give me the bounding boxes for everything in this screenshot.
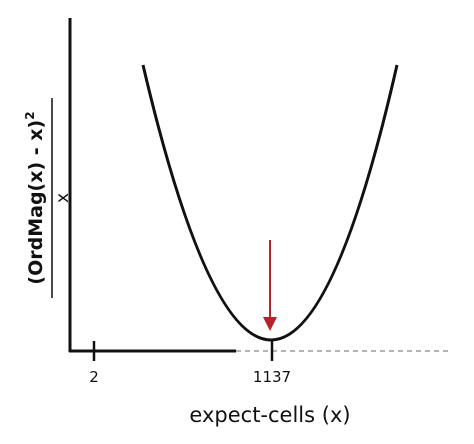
x-tick-label: 2	[89, 368, 99, 386]
x-axis-label: expect-cells (x)	[189, 403, 350, 427]
y-label-denominator: x	[53, 193, 73, 203]
numerator-text: (OrdMag(x) - x)	[25, 120, 47, 285]
y-label-numerator: (OrdMag(x) - x)2	[23, 111, 47, 284]
x-tick-label: 1137	[253, 368, 291, 386]
curve	[141, 64, 399, 342]
y-axis-label: (OrdMag(x) - x)2 x	[23, 98, 73, 298]
arrow-head	[263, 317, 277, 331]
exponent: 2	[23, 111, 37, 119]
